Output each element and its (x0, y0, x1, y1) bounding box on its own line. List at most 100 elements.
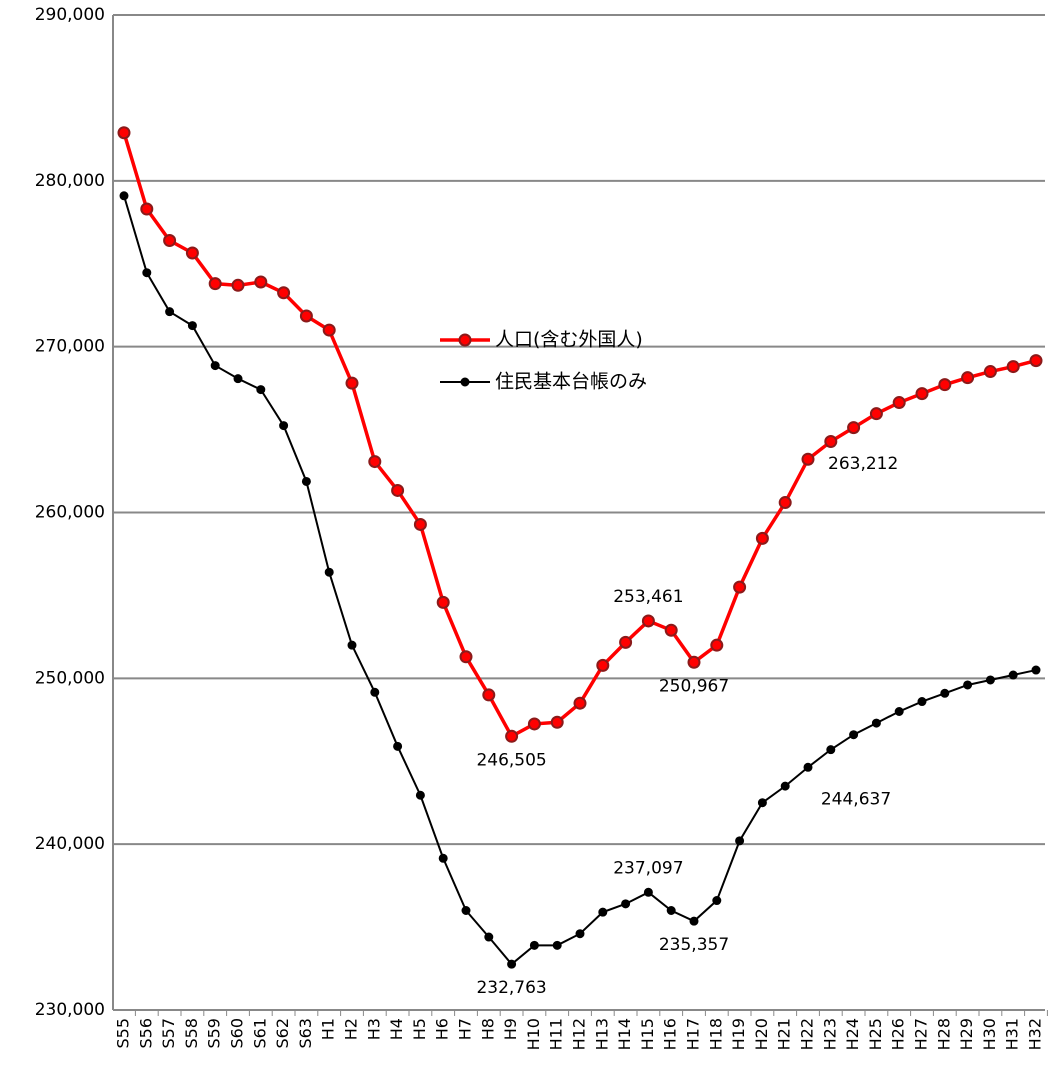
x-tick-label: H21 (775, 1018, 794, 1050)
x-tick-label: H11 (547, 1018, 566, 1050)
x-tick-label: H6 (433, 1018, 452, 1040)
data-point (163, 234, 177, 248)
y-tick-label: 290,000 (35, 5, 105, 25)
data-label: 232,763 (476, 978, 546, 998)
data-point (185, 246, 199, 260)
data-point (210, 361, 220, 371)
data-point (187, 321, 197, 331)
x-tick-label: H3 (364, 1018, 383, 1040)
legend-marker (458, 333, 472, 347)
data-point (527, 717, 541, 731)
data-point (641, 614, 655, 628)
data-point (573, 696, 587, 710)
x-tick-label: S61 (250, 1018, 269, 1049)
data-point (165, 307, 175, 317)
legend-label: 住民基本台帳のみ (495, 371, 647, 393)
data-point (301, 476, 311, 486)
x-tick-label: S60 (228, 1018, 247, 1049)
data-point (324, 567, 334, 577)
data-point (596, 658, 610, 672)
x-tick-label: H20 (752, 1018, 771, 1050)
x-tick-label: S59 (205, 1018, 224, 1049)
data-label: 244,637 (821, 789, 891, 809)
x-tick-label: H10 (524, 1018, 543, 1050)
data-point (233, 374, 243, 384)
data-point (915, 387, 929, 401)
data-point (983, 365, 997, 379)
data-point (666, 906, 676, 915)
data-point (140, 202, 154, 216)
data-point (529, 940, 539, 950)
data-point (1006, 360, 1020, 374)
x-tick-label: H18 (706, 1018, 725, 1050)
data-point (803, 762, 813, 772)
data-point (687, 655, 701, 669)
data-label: 246,505 (476, 750, 546, 770)
data-point (801, 452, 815, 466)
x-tick-label: H25 (866, 1018, 885, 1050)
data-point (780, 781, 790, 791)
data-label: 253,461 (613, 587, 683, 607)
x-tick-label: H12 (570, 1018, 589, 1050)
x-tick-label: H22 (798, 1018, 817, 1050)
data-point (208, 277, 222, 291)
data-point (1031, 665, 1041, 675)
data-point (778, 496, 792, 510)
data-point (643, 887, 653, 897)
data-point (985, 675, 995, 685)
data-point (689, 916, 699, 926)
data-point (621, 899, 631, 909)
data-point (117, 126, 131, 140)
y-tick-label: 270,000 (35, 337, 105, 357)
data-point (712, 896, 722, 906)
data-point (847, 421, 861, 435)
x-tick-label: H5 (410, 1018, 429, 1040)
x-tick-label: H32 (1026, 1018, 1045, 1050)
data-label: 237,097 (613, 858, 683, 878)
data-point (1008, 670, 1018, 680)
y-tick-label: 250,000 (35, 668, 105, 688)
data-point (391, 483, 405, 497)
x-tick-label: S63 (296, 1018, 315, 1049)
x-tick-label: S57 (159, 1018, 178, 1049)
x-tick-label: H31 (1003, 1018, 1022, 1050)
y-tick-label: 280,000 (35, 171, 105, 191)
data-point (733, 580, 747, 594)
legend-marker (460, 377, 470, 387)
data-point (438, 853, 448, 863)
x-tick-label: S62 (273, 1018, 292, 1049)
data-point (824, 435, 838, 449)
data-point (575, 929, 585, 939)
x-tick-label: H9 (501, 1018, 520, 1040)
data-point (849, 730, 859, 740)
data-point (482, 688, 496, 702)
x-tick-label: H29 (957, 1018, 976, 1050)
data-point (826, 745, 836, 755)
x-tick-label: H1 (319, 1018, 338, 1040)
data-point (963, 680, 973, 690)
data-point (710, 638, 724, 652)
x-tick-label: H16 (661, 1018, 680, 1050)
data-point (347, 640, 357, 650)
x-tick-label: H13 (592, 1018, 611, 1050)
y-tick-label: 260,000 (35, 503, 105, 523)
data-point (231, 278, 245, 292)
data-point (345, 376, 359, 390)
data-point (735, 836, 745, 846)
data-point (142, 268, 152, 278)
data-point (938, 378, 952, 392)
data-point (436, 595, 450, 609)
x-tick-label: H4 (387, 1018, 406, 1040)
x-tick-label: H30 (980, 1018, 999, 1050)
legend-label: 人口(含む外国人) (495, 329, 643, 351)
data-point (917, 697, 927, 707)
data-point (459, 650, 473, 664)
x-tick-label: H17 (684, 1018, 703, 1050)
x-tick-label: H2 (342, 1018, 361, 1040)
data-point (322, 323, 336, 337)
series-line (122, 132, 1037, 739)
data-point (664, 623, 678, 637)
data-point (507, 959, 517, 969)
data-point (279, 421, 289, 431)
